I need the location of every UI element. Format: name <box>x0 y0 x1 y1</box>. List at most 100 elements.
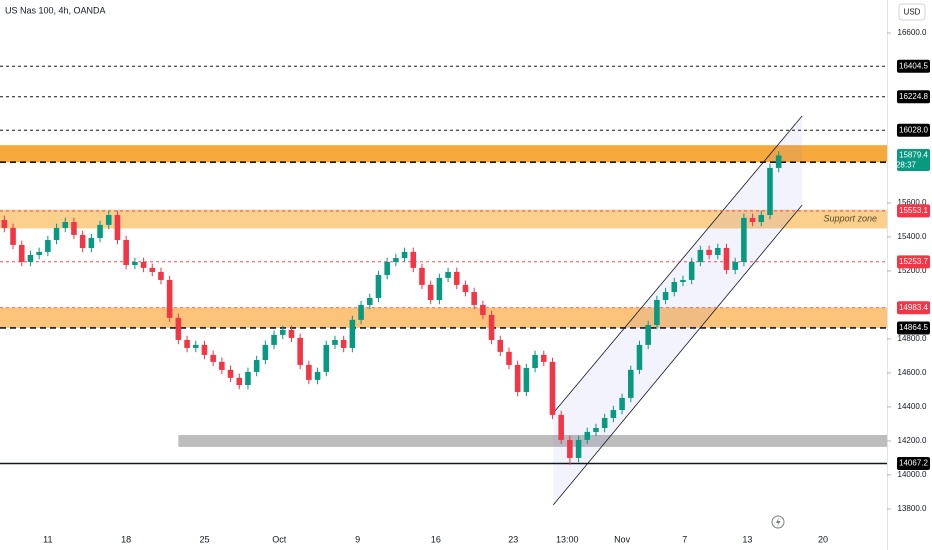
y-tick-label: 14200.0 <box>898 436 927 445</box>
candle-body <box>453 271 460 285</box>
candle-body <box>332 339 338 345</box>
candle-body <box>97 224 103 238</box>
zone-label: Support zone <box>823 213 877 223</box>
candle-body <box>532 354 538 369</box>
candle-body <box>775 155 782 168</box>
x-tick-label: 23 <box>508 534 518 544</box>
price-badge <box>897 255 930 269</box>
candle-body <box>36 251 42 255</box>
candle-body <box>410 251 417 268</box>
candle-body <box>723 248 730 270</box>
candle-body <box>349 319 356 348</box>
candle-body <box>758 215 765 222</box>
candle-body <box>175 317 182 340</box>
candle-body <box>714 248 721 255</box>
candle-body <box>749 217 756 222</box>
candle-body <box>140 261 147 268</box>
candle-body <box>497 339 504 352</box>
candle-body <box>610 409 617 418</box>
candle-body <box>688 261 695 280</box>
candle-body <box>549 361 556 415</box>
candle-body <box>271 334 277 345</box>
candle-body <box>105 215 112 225</box>
candle-body <box>384 261 390 276</box>
candle-body <box>436 277 443 301</box>
price-badge-label: 15879.4 <box>899 151 928 160</box>
candle-body <box>18 244 25 262</box>
x-tick-label: 13:00 <box>556 534 579 544</box>
candle-body <box>401 251 408 259</box>
x-tick-label: 16 <box>431 534 441 544</box>
candle-body <box>288 329 295 338</box>
candle-body <box>680 279 686 282</box>
candle-body <box>488 314 495 340</box>
x-tick-label: Oct <box>272 534 287 544</box>
candle-body <box>706 249 712 255</box>
candle-body <box>245 371 251 386</box>
candle-body <box>79 234 86 249</box>
lightning-icon[interactable] <box>771 515 785 529</box>
candle-body <box>149 267 156 272</box>
candle-body <box>366 297 373 305</box>
candle-body <box>358 304 364 320</box>
candle-body <box>567 439 573 458</box>
candle-body <box>523 368 530 392</box>
chart-title: US Nas 100, 4h, OANDA <box>5 5 106 15</box>
y-tick-label: 15400.0 <box>898 232 927 241</box>
candle-body <box>645 325 651 345</box>
candle-body <box>767 167 773 216</box>
candle-body <box>306 364 312 380</box>
candle-body <box>158 271 164 280</box>
candle-body <box>279 329 286 335</box>
price-badge <box>897 148 930 171</box>
candle-body <box>262 344 269 361</box>
y-tick-label: 16600.0 <box>898 28 927 37</box>
y-tick-label: 14800.0 <box>898 334 927 343</box>
candle-body <box>654 300 660 326</box>
candle-body <box>71 221 77 235</box>
candle-body <box>558 414 564 440</box>
candle-body <box>593 428 599 432</box>
candle-body <box>471 292 477 305</box>
candle-body <box>227 369 234 378</box>
price-badge <box>897 321 930 335</box>
price-badge-label: 16224.8 <box>899 92 928 101</box>
y-tick-label: 15600.0 <box>898 198 927 207</box>
price-badge-label: 14864.5 <box>899 323 928 332</box>
candle-body <box>697 249 704 262</box>
candle-body <box>480 304 486 315</box>
candle-body <box>132 261 138 265</box>
currency-label[interactable]: USD <box>904 8 921 17</box>
candle-body <box>53 227 60 241</box>
candle-body <box>219 361 225 370</box>
candle-body <box>619 397 625 410</box>
zone <box>178 434 887 447</box>
price-badge-label: 14067.2 <box>899 459 928 468</box>
x-tick-label: 13 <box>742 534 752 544</box>
price-badge-label: 14983.4 <box>899 303 928 312</box>
x-tick-label: Nov <box>614 534 631 544</box>
candle-body <box>741 217 747 262</box>
price-badge-label: 16028.0 <box>899 125 928 134</box>
x-tick-label: 25 <box>199 534 209 544</box>
candle-body <box>732 261 738 270</box>
currency-button[interactable] <box>898 3 926 21</box>
candle-body <box>671 281 678 293</box>
candle-body <box>236 377 243 386</box>
zone <box>0 209 887 229</box>
candle-body <box>662 292 669 301</box>
channel-fill <box>553 115 803 505</box>
zone <box>0 145 887 163</box>
candle-body <box>10 227 16 245</box>
candle-body <box>253 360 260 372</box>
candle-body <box>601 417 608 429</box>
candle-body <box>375 275 382 298</box>
x-tick-label: 11 <box>43 534 52 544</box>
candle-body <box>166 279 173 318</box>
candle-body <box>114 215 121 241</box>
candle-body <box>419 267 425 285</box>
candle-body <box>201 344 208 355</box>
candle-body <box>1 219 8 228</box>
candle-body <box>584 431 591 440</box>
candle-body <box>514 364 521 392</box>
